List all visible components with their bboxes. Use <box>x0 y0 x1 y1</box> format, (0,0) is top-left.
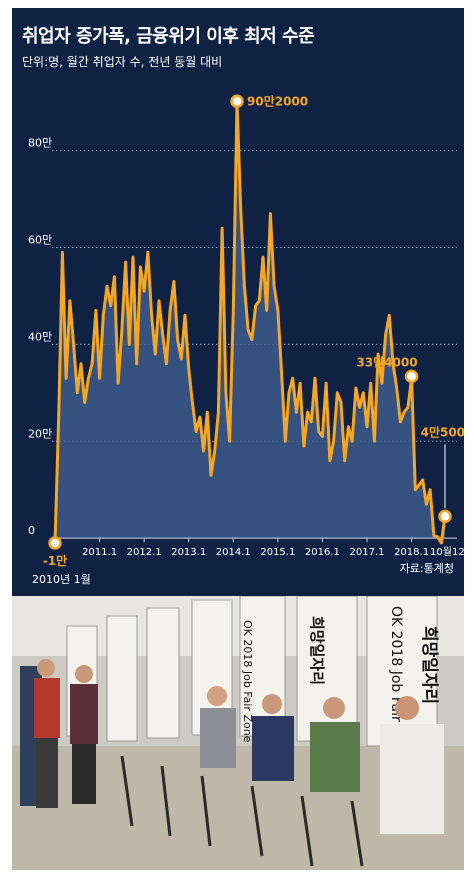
source-label: 자료:통계청 <box>400 562 454 575</box>
x-end-label: 10월 <box>430 546 452 558</box>
y-tick-label: 80만 <box>28 137 52 150</box>
x-start-label: 2010년 1월 <box>32 573 91 586</box>
x-tick-label: 2014.1 <box>216 547 251 558</box>
chart-subtitle: 단위:명, 월간 취업자 수, 전년 동월 대비 <box>22 55 223 69</box>
chart-title: 취업자 증가폭, 금융위기 이후 최저 수준 <box>22 26 315 47</box>
annotation-marker <box>404 369 419 384</box>
x-tick-label: 2018.1 <box>394 547 429 558</box>
infographic: 0 20만 40만 60만 80만 2011.1 2012.1 2013.1 2014.1 201… <box>12 8 464 870</box>
series-line <box>53 100 447 545</box>
banner-text-2: 희망일자리 <box>308 616 326 685</box>
x-tick-label: 2011.1 <box>82 547 117 558</box>
x-tick-label: 2015.1 <box>260 547 295 558</box>
chairs <box>120 755 364 867</box>
annotation-marker <box>48 536 62 550</box>
annotation-label: 33만4000 <box>356 354 417 369</box>
photo-illustration: OK 2018 Job Fair Zone 희망일자리 OK 2018 Job … <box>12 596 464 870</box>
annotation-marker <box>438 509 452 524</box>
line-area-chart: 0 20만 40만 60만 80만 2011.1 2012.1 2013.1 2014.1 201… <box>28 93 464 586</box>
banner-text-4: 희망일자리 <box>419 626 439 704</box>
annotation-label: -1만 <box>43 553 67 568</box>
y-tick-label: 20만 <box>28 427 52 440</box>
y-tick-label: 40만 <box>28 330 52 343</box>
x-tick-label: 2013.1 <box>171 547 206 558</box>
area-fill <box>55 102 445 543</box>
x-tick-label: 2017.1 <box>350 547 385 558</box>
x-end-month-label: 12월 <box>452 546 464 558</box>
annotation-label: 4만5000 <box>421 424 464 439</box>
y-tick-label: 0 <box>28 524 35 537</box>
job-fair-photo: OK 2018 Job Fair Zone 희망일자리 OK 2018 Job … <box>12 596 464 870</box>
annotation-label: 90만2000 <box>247 93 308 108</box>
people <box>20 659 444 834</box>
y-tick-label: 60만 <box>28 234 52 247</box>
banner-text-1: OK 2018 Job Fair Zone <box>241 620 254 743</box>
banner-text-3: OK 2018 Job Fair Zone <box>388 606 404 762</box>
x-tick-label: 2012.1 <box>127 547 162 558</box>
chart-panel: 0 20만 40만 60만 80만 2011.1 2012.1 2013.1 2014.1 201… <box>12 8 464 592</box>
x-tick-label: 2016.1 <box>305 547 340 558</box>
annotation-marker <box>230 94 244 108</box>
